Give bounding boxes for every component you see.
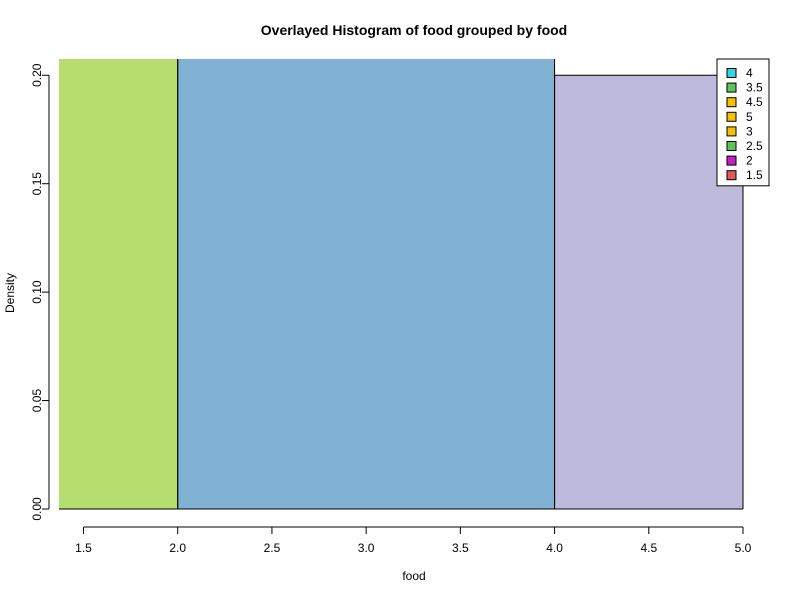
legend-swatch [726, 68, 737, 78]
y-axis-label: Density [3, 273, 17, 313]
legend-label: 3.5 [746, 81, 763, 95]
x-tick-label: 2.5 [264, 541, 281, 555]
y-tick-label: 0.20 [30, 63, 44, 87]
histogram-bar-1 [177, 59, 555, 509]
x-tick-label: 3.0 [358, 541, 375, 555]
x-tick-label: 2.0 [169, 541, 186, 555]
legend-label: 4.5 [746, 95, 763, 109]
legend-label: 5 [746, 110, 753, 124]
y-axis: 0.00 0.05 0.10 0.15 0.20 [30, 63, 50, 521]
x-axis-label: food [402, 569, 425, 583]
legend-swatch [726, 141, 737, 151]
legend-swatch [726, 170, 737, 181]
legend-label: 2.5 [746, 139, 763, 153]
legend-box [716, 58, 770, 187]
chart-title: Overlayed Histogram of food grouped by f… [261, 22, 567, 38]
x-tick-label: 4.5 [640, 541, 657, 555]
x-tick-label: 3.5 [452, 541, 469, 555]
y-tick-label: 0.15 [30, 172, 44, 196]
bars-group [59, 59, 744, 510]
x-axis: 1.5 2.0 2.5 3.0 3.5 4.0 4.5 5.0 [75, 526, 752, 555]
legend-label: 3 [746, 124, 753, 138]
legend-label: 1.5 [746, 168, 763, 182]
x-tick-label: 1.5 [75, 541, 92, 555]
y-tick-label: 0.05 [30, 389, 44, 413]
legend-swatch [726, 126, 737, 137]
x-tick-label: 4.0 [546, 541, 563, 555]
legend-swatch [726, 155, 737, 166]
y-tick-label: 0.00 [30, 497, 44, 521]
legend-label: 4 [746, 66, 753, 80]
histogram-bar-0 [59, 59, 178, 509]
legend-swatch [726, 111, 737, 122]
x-tick-label: 5.0 [735, 541, 752, 555]
legend-label: 2 [746, 154, 753, 168]
histogram-bar-2 [554, 75, 743, 509]
legend-swatch [726, 82, 737, 93]
y-tick-label: 0.10 [30, 280, 44, 304]
legend-swatch [726, 97, 737, 108]
